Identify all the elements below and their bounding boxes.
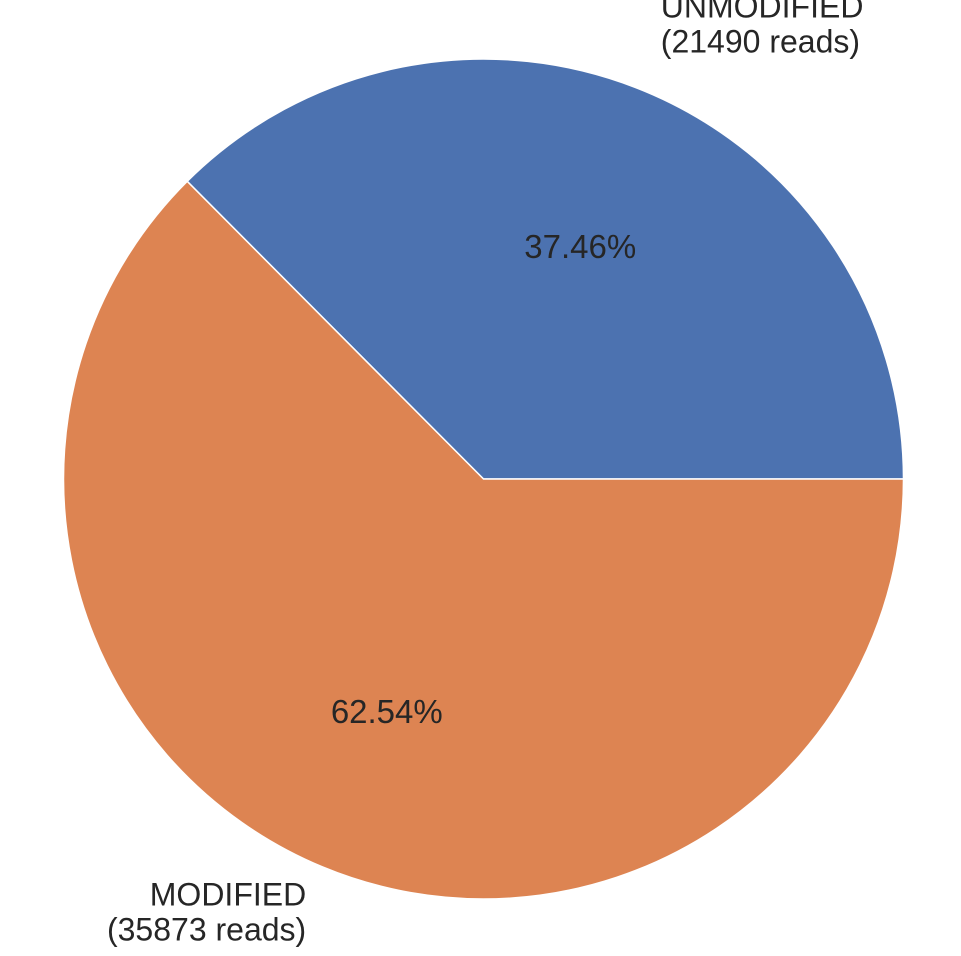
pie-slice-unmodified xyxy=(186,58,905,480)
pie-slice-modified xyxy=(62,180,905,900)
percent-label-unmodified: 37.46% xyxy=(524,228,636,265)
pie-slices xyxy=(62,58,905,900)
percent-label-modified: 62.54% xyxy=(331,693,443,730)
slice-reads: (21490 reads) xyxy=(661,23,860,59)
slice-label-modified: MODIFIED (35873 reads) xyxy=(107,877,306,948)
slice-reads: (35873 reads) xyxy=(107,912,306,948)
slice-name: UNMODIFIED xyxy=(661,0,864,24)
slice-label-unmodified: UNMODIFIED (21490 reads) xyxy=(661,0,864,59)
pie-labels: 37.46% UNMODIFIED (21490 reads) 62.54% MODIF… xyxy=(107,0,863,948)
slice-name: MODIFIED xyxy=(150,877,306,913)
